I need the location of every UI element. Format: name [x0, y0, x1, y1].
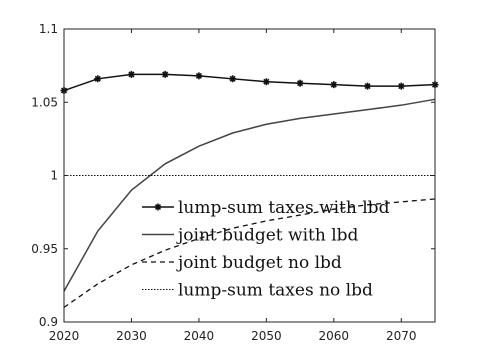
series-1 [63, 98, 436, 292]
legend: lump-sum taxes with lbd joint budget with… [142, 198, 390, 301]
legend-label-3: lump-sum taxes no lbd [178, 281, 373, 301]
data-point-0-2 [127, 70, 135, 78]
legend-item-0: lump-sum taxes with lbd [142, 198, 390, 218]
x-tick-label-3: 2050 [251, 329, 282, 343]
y-tick-label-2: 1 [50, 169, 58, 183]
legend-label-0: lump-sum taxes with lbd [178, 198, 390, 218]
series-line-1 [63, 98, 436, 292]
data-point-0-1 [94, 75, 102, 83]
series-0 [60, 70, 439, 95]
x-tick-label-1: 2030 [116, 329, 147, 343]
data-point-0-3 [161, 70, 169, 78]
legend-item-3: lump-sum taxes no lbd [142, 281, 373, 301]
data-point-0-9 [364, 82, 372, 90]
data-point-0-7 [296, 79, 304, 87]
series-2 [63, 198, 436, 308]
legend-label-2: joint budget no lbd [176, 253, 342, 273]
legend-item-2: joint budget no lbd [142, 253, 342, 273]
series-line-2 [63, 198, 436, 308]
ticks-layer: 2020 2030 2040 2050 2060 2070 0.9 0.95 1 1.05 1.1 [31, 22, 435, 343]
x-tick-label-4: 2060 [319, 329, 350, 343]
x-tick-label-5: 2070 [386, 329, 417, 343]
x-tick-label-2: 2040 [184, 329, 215, 343]
y-tick-label-4: 1.1 [39, 22, 58, 36]
x-tick-label-0: 2020 [49, 329, 80, 343]
y-tick-label-1: 0.95 [31, 242, 58, 256]
legend-label-1: joint budget with lbd [176, 226, 359, 246]
data-point-0-10 [397, 82, 405, 90]
data-point-0-5 [229, 75, 237, 83]
data-point-0-8 [330, 81, 338, 89]
series-line-0 [63, 73, 436, 92]
legend-marker-0 [154, 203, 162, 211]
y-tick-label-3: 1.05 [31, 95, 58, 109]
y-tick-label-0: 0.9 [39, 315, 58, 329]
legend-item-1: joint budget with lbd [142, 226, 359, 246]
data-point-0-6 [262, 78, 270, 86]
series-layer [60, 70, 439, 308]
data-point-0-4 [195, 72, 203, 80]
